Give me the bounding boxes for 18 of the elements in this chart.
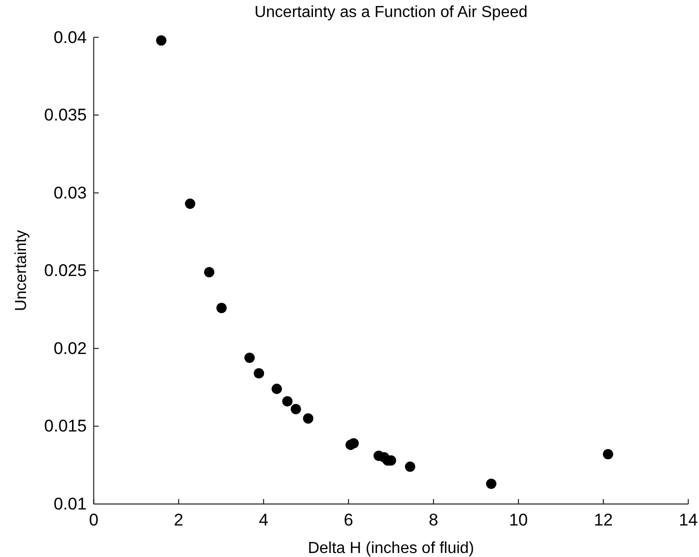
y-tick-label: 0.035 xyxy=(44,106,87,125)
x-axis-title: Delta H (inches of fluid) xyxy=(308,540,474,557)
x-tick-label: 12 xyxy=(594,510,613,530)
y-tick-label: 0.04 xyxy=(54,28,87,47)
x-tick-label: 14 xyxy=(678,510,698,530)
y-tick-label: 0.025 xyxy=(44,261,87,280)
x-tick-label: 4 xyxy=(258,510,268,530)
x-tick-label: 10 xyxy=(508,510,528,530)
y-tick-label: 0.015 xyxy=(44,416,87,436)
y-tick-label: 0.02 xyxy=(54,338,87,358)
y-tick-label: 0.03 xyxy=(54,183,87,202)
x-tick-label: 0 xyxy=(88,510,98,530)
y-tick-label: 0.01 xyxy=(54,494,87,514)
x-tick-label: 8 xyxy=(428,510,438,530)
x-tick-label: 2 xyxy=(174,510,184,530)
chart-title: Uncertainty as a Function of Air Speed xyxy=(254,4,528,21)
x-tick-label: 6 xyxy=(344,510,354,530)
y-axis-title: Uncertainty xyxy=(13,230,30,312)
